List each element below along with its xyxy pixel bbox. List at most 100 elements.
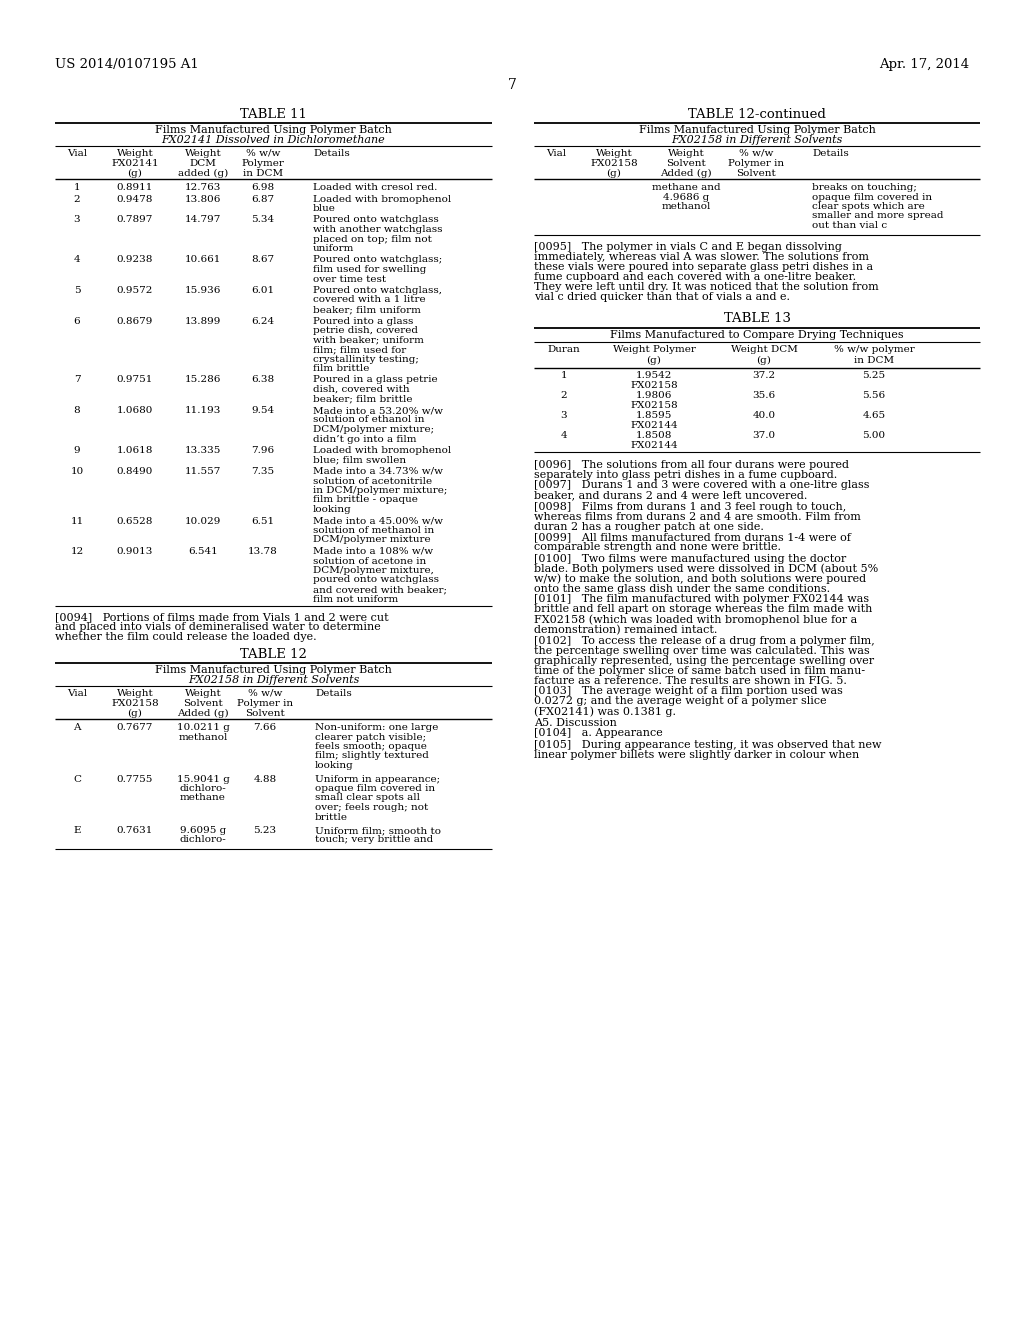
Text: TABLE 12-continued: TABLE 12-continued [688, 108, 826, 121]
Text: 7.66: 7.66 [253, 723, 276, 733]
Text: looking: looking [315, 762, 353, 770]
Text: FX02158 in Different Solvents: FX02158 in Different Solvents [187, 675, 359, 685]
Text: 5.00: 5.00 [862, 432, 886, 441]
Text: DCM/polymer mixture,: DCM/polymer mixture, [313, 566, 434, 576]
Text: 0.7631: 0.7631 [117, 826, 154, 836]
Text: Details: Details [812, 149, 849, 158]
Text: separately into glass petri dishes in a fume cupboard.: separately into glass petri dishes in a … [534, 470, 838, 479]
Text: Uniform film; smooth to: Uniform film; smooth to [315, 826, 441, 836]
Text: 5.34: 5.34 [252, 215, 274, 224]
Text: 0.9238: 0.9238 [117, 256, 154, 264]
Text: 0.7755: 0.7755 [117, 775, 154, 784]
Text: 4: 4 [74, 256, 80, 264]
Text: 13.899: 13.899 [184, 317, 221, 326]
Text: A: A [74, 723, 81, 733]
Text: film brittle: film brittle [313, 364, 370, 374]
Text: brittle and fell apart on storage whereas the film made with: brittle and fell apart on storage wherea… [534, 605, 872, 615]
Text: graphically represented, using the percentage swelling over: graphically represented, using the perce… [534, 656, 874, 665]
Text: 6.98: 6.98 [252, 183, 274, 191]
Text: [0094]   Portions of films made from Vials 1 and 2 were cut: [0094] Portions of films made from Vials… [55, 612, 389, 622]
Text: with beaker; uniform: with beaker; uniform [313, 335, 424, 345]
Text: and placed into vials of demineralised water to determine: and placed into vials of demineralised w… [55, 622, 381, 632]
Text: Vial: Vial [67, 149, 87, 158]
Text: petrie dish, covered: petrie dish, covered [313, 326, 418, 335]
Text: TABLE 12: TABLE 12 [240, 648, 307, 661]
Text: Uniform in appearance;: Uniform in appearance; [315, 775, 440, 784]
Text: [0098]   Films from durans 1 and 3 feel rough to touch,: [0098] Films from durans 1 and 3 feel ro… [534, 502, 846, 511]
Text: Poured into a glass: Poured into a glass [313, 317, 414, 326]
Text: 7: 7 [508, 78, 516, 92]
Text: linear polymer billets were slightly darker in colour when: linear polymer billets were slightly dar… [534, 750, 859, 759]
Text: Loaded with bromophenol: Loaded with bromophenol [313, 194, 452, 203]
Text: Details: Details [315, 689, 352, 698]
Text: 13.78: 13.78 [248, 546, 278, 556]
Text: US 2014/0107195 A1: US 2014/0107195 A1 [55, 58, 199, 71]
Text: 6.541: 6.541 [188, 546, 218, 556]
Text: [0105]   During appearance testing, it was observed that new: [0105] During appearance testing, it was… [534, 739, 882, 750]
Text: brittle: brittle [315, 813, 348, 821]
Text: blue; film swollen: blue; film swollen [313, 455, 407, 465]
Text: film brittle - opaque: film brittle - opaque [313, 495, 418, 504]
Text: looking: looking [313, 506, 352, 513]
Text: methane: methane [180, 793, 226, 803]
Text: FX02141 Dissolved in Dichloromethane: FX02141 Dissolved in Dichloromethane [162, 135, 385, 145]
Text: They were left until dry. It was noticed that the solution from: They were left until dry. It was noticed… [534, 282, 879, 293]
Text: 14.797: 14.797 [184, 215, 221, 224]
Text: % w/w
Polymer in
Solvent: % w/w Polymer in Solvent [728, 149, 784, 178]
Text: Films Manufactured to Compare Drying Techniques: Films Manufactured to Compare Drying Tec… [610, 330, 904, 339]
Text: 0.7897: 0.7897 [117, 215, 154, 224]
Text: time of the polymer slice of same batch used in film manu-: time of the polymer slice of same batch … [534, 665, 865, 676]
Text: 6.01: 6.01 [252, 286, 274, 294]
Text: FX02158: FX02158 [630, 381, 678, 389]
Text: these vials were poured into separate glass petri dishes in a: these vials were poured into separate gl… [534, 263, 873, 272]
Text: poured onto watchglass: poured onto watchglass [313, 576, 439, 585]
Text: Poured onto watchglass;: Poured onto watchglass; [313, 256, 442, 264]
Text: Weight DCM
(g): Weight DCM (g) [730, 346, 798, 364]
Text: [0101]   The film manufactured with polymer FX02144 was: [0101] The film manufactured with polyme… [534, 594, 869, 605]
Text: crystallinity testing;: crystallinity testing; [313, 355, 419, 363]
Text: Weight
Solvent
Added (g): Weight Solvent Added (g) [660, 149, 712, 178]
Text: 7.96: 7.96 [252, 446, 274, 455]
Text: Vial: Vial [546, 149, 566, 158]
Text: w/w) to make the solution, and both solutions were poured: w/w) to make the solution, and both solu… [534, 573, 866, 583]
Text: Films Manufactured Using Polymer Batch: Films Manufactured Using Polymer Batch [155, 125, 392, 135]
Text: Vial: Vial [67, 689, 87, 698]
Text: the percentage swelling over time was calculated. This was: the percentage swelling over time was ca… [534, 645, 869, 656]
Text: blue: blue [313, 205, 336, 213]
Text: Poured onto watchglass,: Poured onto watchglass, [313, 286, 442, 294]
Text: 1.9542: 1.9542 [636, 371, 672, 380]
Text: clear spots which are: clear spots which are [812, 202, 925, 211]
Text: Made into a 45.00% w/w: Made into a 45.00% w/w [313, 516, 443, 525]
Text: opaque film covered in: opaque film covered in [315, 784, 435, 793]
Text: 12.763: 12.763 [184, 183, 221, 191]
Text: small clear spots all: small clear spots all [315, 793, 420, 803]
Text: methanol: methanol [178, 733, 227, 742]
Text: opaque film covered in: opaque film covered in [812, 193, 932, 202]
Text: 9: 9 [74, 446, 80, 455]
Text: solution of methanol in: solution of methanol in [313, 525, 434, 535]
Text: 4.65: 4.65 [862, 412, 886, 421]
Text: Details: Details [313, 149, 350, 158]
Text: facture as a reference. The results are shown in FIG. 5.: facture as a reference. The results are … [534, 676, 847, 685]
Text: [0099]   All films manufactured from durans 1-4 were of: [0099] All films manufactured from duran… [534, 532, 851, 543]
Text: 8: 8 [74, 407, 80, 414]
Text: 10.661: 10.661 [184, 256, 221, 264]
Text: 1.0618: 1.0618 [117, 446, 154, 455]
Text: Weight Polymer
(g): Weight Polymer (g) [612, 346, 695, 364]
Text: 6.38: 6.38 [252, 375, 274, 384]
Text: methanol: methanol [662, 202, 711, 211]
Text: feels smooth; opaque: feels smooth; opaque [315, 742, 427, 751]
Text: 9.6095 g: 9.6095 g [180, 826, 226, 836]
Text: onto the same glass dish under the same conditions.: onto the same glass dish under the same … [534, 583, 830, 594]
Text: % w/w
Polymer in
Solvent: % w/w Polymer in Solvent [237, 689, 293, 718]
Text: DCM/polymer mixture: DCM/polymer mixture [313, 536, 431, 544]
Text: FX02158 in Different Solvents: FX02158 in Different Solvents [672, 135, 843, 145]
Text: with another watchglass: with another watchglass [313, 224, 442, 234]
Text: 1.9806: 1.9806 [636, 392, 672, 400]
Text: Loaded with bromophenol: Loaded with bromophenol [313, 446, 452, 455]
Text: 4.88: 4.88 [253, 775, 276, 784]
Text: 37.2: 37.2 [753, 371, 775, 380]
Text: solution of ethanol in: solution of ethanol in [313, 416, 425, 425]
Text: DCM/polymer mixture;: DCM/polymer mixture; [313, 425, 434, 434]
Text: 35.6: 35.6 [753, 392, 775, 400]
